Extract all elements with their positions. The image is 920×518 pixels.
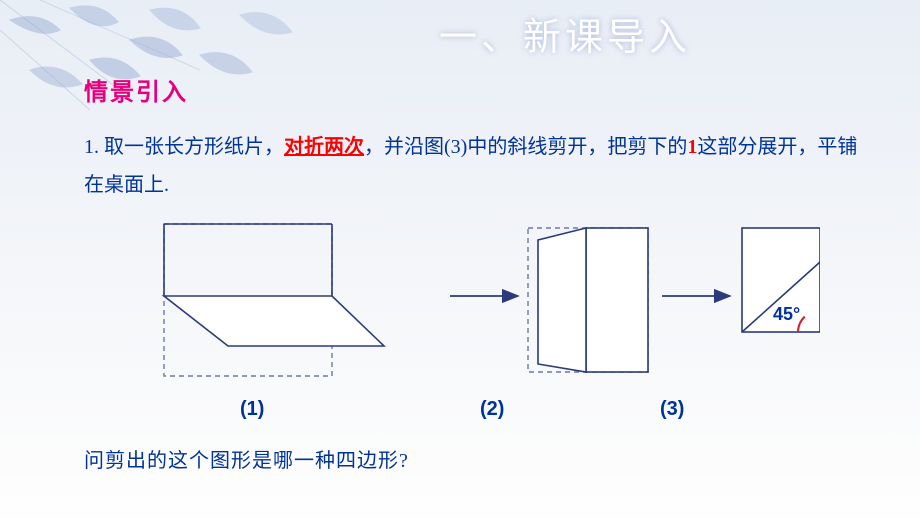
folding-diagram: 45° [120,216,820,416]
figure-3: 45° [742,228,820,332]
slide-title-bar: 一、新课导入 [300,6,830,61]
slide-title: 一、新课导入 [439,17,691,59]
figure-2 [528,228,648,372]
para-mid: ，并沿图(3)中的斜线剪开，把剪下的 [364,136,687,158]
para-accent-num: 1 [687,136,697,158]
figure-label-1: (1) [240,398,264,421]
angle-label: 45° [773,304,800,324]
para-prefix: 1. 取一张长方形纸片， [84,136,284,158]
section-subheading: 情景引入 [84,72,188,107]
para-accent: 对折两次 [284,136,364,158]
figure-label-3: (3) [660,398,684,421]
figure-label-2: (2) [480,398,504,421]
figure-1 [164,224,384,376]
instruction-paragraph: 1. 取一张长方形纸片，对折两次，并沿图(3)中的斜线剪开，把剪下的1这部分展开… [84,128,860,204]
question-text: 问剪出的这个图形是哪一种四边形? [84,444,409,473]
